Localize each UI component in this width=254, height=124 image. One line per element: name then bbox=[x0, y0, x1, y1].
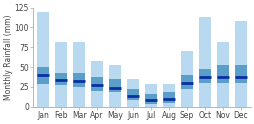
Bar bbox=[234, 21, 246, 107]
Bar bbox=[37, 67, 49, 84]
Bar bbox=[127, 89, 138, 100]
Bar bbox=[55, 73, 67, 85]
Bar bbox=[198, 17, 210, 107]
Bar bbox=[163, 92, 174, 103]
Bar bbox=[180, 51, 192, 107]
Bar bbox=[91, 61, 103, 107]
Bar bbox=[216, 65, 228, 83]
Bar bbox=[234, 65, 246, 83]
Bar bbox=[180, 75, 192, 89]
Bar bbox=[37, 12, 49, 107]
Bar bbox=[109, 79, 120, 92]
Y-axis label: Monthly Rainfall (mm): Monthly Rainfall (mm) bbox=[4, 14, 13, 100]
Bar bbox=[145, 94, 156, 104]
Bar bbox=[163, 84, 174, 107]
Bar bbox=[216, 42, 228, 107]
Bar bbox=[198, 69, 210, 83]
Bar bbox=[145, 84, 156, 107]
Bar bbox=[127, 79, 138, 107]
Bar bbox=[91, 77, 103, 91]
Bar bbox=[109, 65, 120, 107]
Bar bbox=[73, 42, 85, 107]
Bar bbox=[73, 73, 85, 87]
Bar bbox=[55, 42, 67, 107]
